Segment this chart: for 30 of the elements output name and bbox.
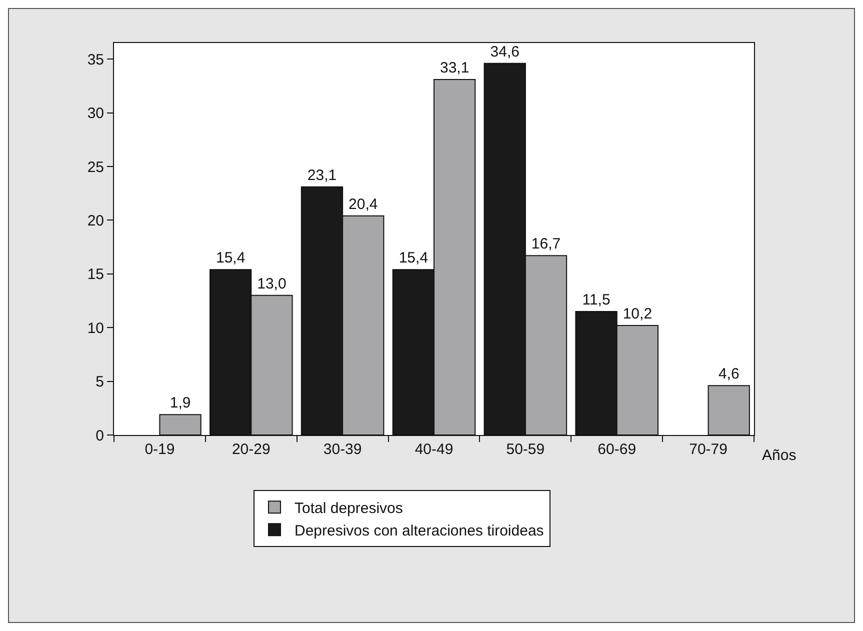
data-label: 1,9 — [170, 394, 191, 412]
x-tick-label: 20-29 — [232, 441, 270, 458]
y-tick-label: 30 — [87, 105, 104, 122]
data-label: 16,7 — [531, 236, 561, 253]
data-label: 23,1 — [307, 166, 337, 184]
y-tick-label: 35 — [87, 51, 104, 68]
x-tick-label: 30-39 — [323, 441, 362, 458]
y-tick-label: 20 — [87, 212, 104, 230]
legend-label: Depresivos con alteraciones tiroideas — [294, 522, 544, 540]
x-axis-title: Años — [762, 447, 796, 464]
data-label: 15,4 — [398, 250, 428, 267]
x-tick-label: 40-49 — [414, 441, 454, 458]
x-tick-label: 60-69 — [598, 441, 636, 458]
data-label: 13,0 — [257, 275, 286, 292]
data-label: 4,6 — [718, 366, 740, 383]
legend-label: Total depresivos — [294, 500, 403, 517]
y-tick-label: 25 — [87, 158, 104, 176]
y-tick-label: 0 — [96, 427, 104, 444]
data-label: 34,6 — [490, 43, 520, 60]
data-label: 15,4 — [216, 250, 246, 267]
data-label: 33,1 — [440, 60, 470, 77]
x-tick-label: 70-79 — [689, 441, 728, 458]
data-label: 10,2 — [622, 305, 652, 322]
y-tick-label: 10 — [87, 320, 104, 337]
data-label: 11,5 — [582, 291, 610, 308]
y-tick-label: 15 — [87, 266, 104, 284]
x-tick-label: 0-19 — [144, 441, 175, 458]
x-tick-label: 50-59 — [506, 441, 545, 458]
y-tick-label: 5 — [96, 374, 104, 391]
data-label: 20,4 — [348, 196, 378, 213]
